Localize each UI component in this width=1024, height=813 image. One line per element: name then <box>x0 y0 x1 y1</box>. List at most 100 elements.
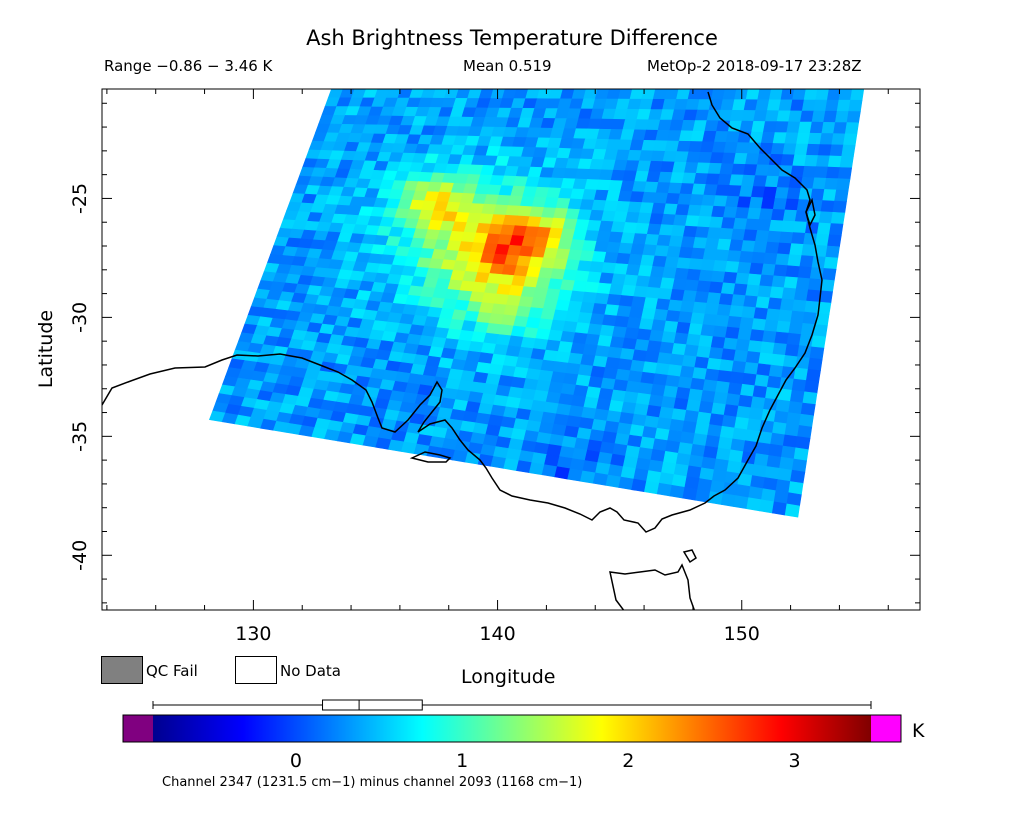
swath-cell <box>731 228 746 241</box>
swath-cell <box>747 207 762 220</box>
swath-cell <box>721 348 737 362</box>
swath-cell <box>670 224 686 237</box>
swath-cell <box>609 336 626 349</box>
swath-cell <box>827 155 843 168</box>
swath-cell <box>743 164 758 176</box>
swath-cell <box>825 99 840 112</box>
swath-cell <box>766 99 782 112</box>
swath-cell <box>815 155 831 168</box>
swath-cell <box>619 348 636 361</box>
swath-cell <box>720 493 737 507</box>
swath-cell <box>528 462 545 476</box>
swath-cell <box>729 305 744 318</box>
swath-cell <box>618 295 635 308</box>
swath-cell <box>746 418 762 432</box>
swath-cell <box>618 476 635 491</box>
swath-cell <box>694 291 710 304</box>
swath-cell <box>709 216 724 229</box>
swath-cell <box>690 377 706 391</box>
swath-cell <box>651 319 667 332</box>
swath-cell <box>825 245 840 259</box>
swath-cell <box>788 401 804 415</box>
swath-cell <box>726 460 742 474</box>
swath-cell <box>679 183 695 195</box>
swath-cell <box>710 336 726 350</box>
swath-cell <box>786 412 802 426</box>
no-data-swatch <box>235 656 277 684</box>
swath-cell <box>697 215 712 228</box>
swath-cell <box>774 121 789 134</box>
swath-cell <box>698 335 714 348</box>
swath-cell <box>734 416 750 431</box>
swath-cell <box>558 393 574 406</box>
swath-cell <box>803 89 818 101</box>
swath-cell <box>566 415 582 429</box>
swath-cell <box>827 234 842 248</box>
swath-cell <box>804 380 820 394</box>
swath-cell <box>675 386 691 400</box>
swath-cell <box>763 319 779 333</box>
swath-cell <box>760 341 776 355</box>
swath-cell <box>686 399 702 413</box>
swath-cell <box>669 418 685 433</box>
swath-cell <box>766 455 782 469</box>
swath-cell <box>747 142 762 155</box>
swath-cell <box>721 217 736 230</box>
swath-cell <box>784 503 800 518</box>
swath-cell <box>749 262 764 276</box>
swath-cell <box>690 247 706 260</box>
swath-cell <box>659 277 676 290</box>
swath-cell <box>654 427 671 441</box>
swath-cell <box>632 349 648 363</box>
swath-cell <box>684 409 700 424</box>
swath-cell <box>787 254 803 267</box>
swath-cell <box>570 394 587 408</box>
swath-cell <box>709 152 725 164</box>
swath-cell <box>657 352 673 365</box>
swath-cell <box>657 287 673 301</box>
swath-cell <box>599 324 615 338</box>
swath-cell <box>736 405 752 420</box>
swath-cell <box>759 274 775 288</box>
swath-cell <box>708 347 724 360</box>
swath-cell <box>703 184 719 196</box>
swath-cell <box>789 389 805 404</box>
swath-cell <box>752 385 768 399</box>
swath-cell <box>706 357 722 371</box>
swath-cell <box>644 480 660 495</box>
swath-cell <box>723 337 739 351</box>
swath-cell <box>715 184 730 197</box>
swath-cell <box>662 266 678 280</box>
swath-cell <box>821 121 836 134</box>
swath-cell <box>767 297 783 311</box>
swath-cell <box>596 398 612 412</box>
swath-cell <box>665 374 681 388</box>
swath-cell <box>719 425 735 440</box>
swath-cell <box>672 161 687 174</box>
swath-cell <box>850 89 865 101</box>
swath-cell <box>733 349 749 363</box>
swath-cell <box>633 285 649 298</box>
swath-cell <box>752 175 768 188</box>
swath-cell <box>828 223 844 236</box>
swath-cell <box>725 393 741 407</box>
swath-cell <box>806 289 821 303</box>
swath-cell <box>704 302 720 316</box>
swath-cell <box>593 408 610 422</box>
swath-cell <box>823 256 839 270</box>
swath-cell <box>780 89 795 101</box>
swath-cell <box>721 414 737 429</box>
swath-cell <box>639 436 656 450</box>
swath-cell <box>686 268 702 282</box>
swath-cell <box>617 358 633 372</box>
swath-cell <box>764 466 780 480</box>
swath-cell <box>747 273 762 287</box>
swath-cell <box>716 303 732 317</box>
swath-cell <box>731 294 746 307</box>
swath-cell <box>809 121 824 134</box>
swath-cell <box>815 233 830 247</box>
swath-cell <box>723 404 739 418</box>
swath-cell <box>735 272 750 286</box>
swath-cell <box>737 327 753 341</box>
